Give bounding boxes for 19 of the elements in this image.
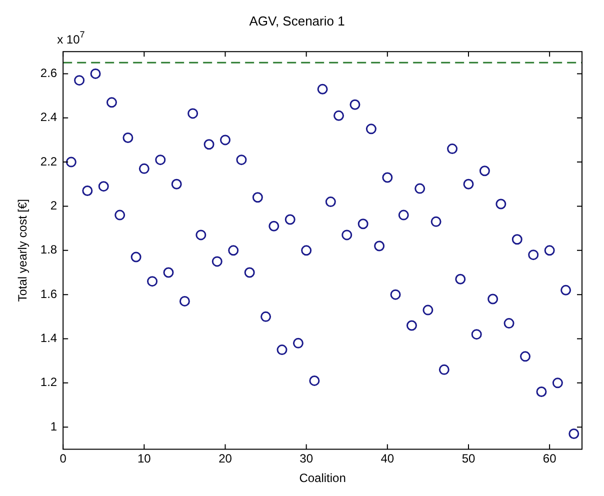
y-tick-label: 1.4 bbox=[40, 331, 58, 346]
y-axis-title: Total yearly cost [€] bbox=[16, 199, 30, 302]
x-tick-label: 40 bbox=[380, 452, 394, 466]
y-tick-label: 2 bbox=[50, 198, 58, 213]
y-tick-label: 1.6 bbox=[40, 286, 58, 301]
x-tick-label: 20 bbox=[218, 452, 232, 466]
x-tick-label: 0 bbox=[60, 452, 67, 466]
chart-title: AGV, Scenario 1 bbox=[249, 13, 345, 28]
x-tick-label: 60 bbox=[542, 452, 557, 466]
x-tick-label: 10 bbox=[137, 452, 152, 466]
x-axis-title: Coalition bbox=[299, 471, 346, 486]
y-tick-label: 2.2 bbox=[40, 154, 58, 168]
y-tick-label: 2.6 bbox=[40, 66, 58, 80]
y-tick-label: 1.2 bbox=[40, 375, 58, 390]
y-tick-label: 2.4 bbox=[40, 110, 58, 124]
x-tick-label: 50 bbox=[462, 452, 476, 466]
y-tick-label: 1 bbox=[50, 419, 58, 434]
y-tick-label: 1.8 bbox=[40, 242, 58, 257]
x-tick-label: 30 bbox=[300, 452, 314, 466]
